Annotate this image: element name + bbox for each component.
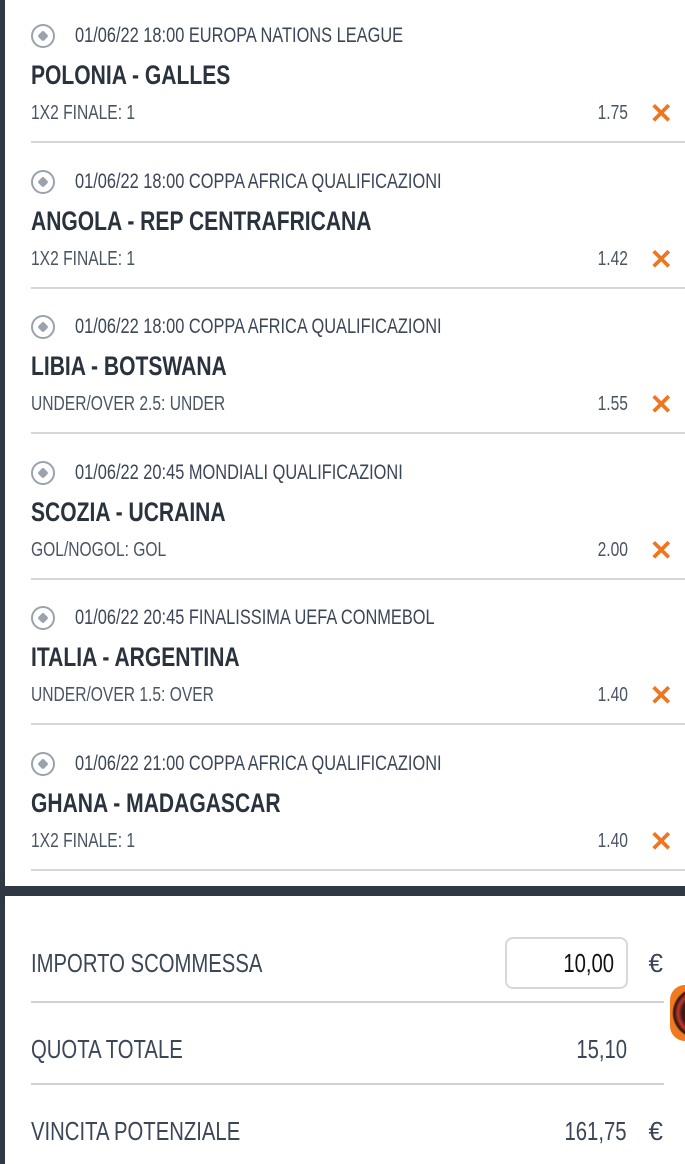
stake-input-value[interactable]: 10,00 xyxy=(563,948,614,978)
bet-header: 01/06/22 20:45 FINALISSIMA UEFA CONMEBOL xyxy=(31,604,536,632)
bet-item: 01/06/22 20:45 FINALISSIMA UEFA CONMEBOL… xyxy=(5,582,685,728)
bet-event-info: 01/06/22 20:45 FINALISSIMA UEFA CONMEBOL xyxy=(75,606,435,630)
bet-match: ANGOLA - REP CENTRAFRICANA xyxy=(31,205,372,236)
left-border xyxy=(0,0,5,1164)
bet-item: 01/06/22 21:00 COPPA AFRICA QUALIFICAZIO… xyxy=(5,728,685,874)
bet-competition: MONDIALI QUALIFICAZIONI xyxy=(188,460,403,484)
bet-datetime: 01/06/22 20:45 xyxy=(75,606,185,629)
bet-market: 1X2 FINALE: 1 xyxy=(31,829,136,852)
divider xyxy=(31,868,685,871)
bet-odd: 1.55 xyxy=(597,393,628,415)
bet-market: 1X2 FINALE: 1 xyxy=(31,247,136,270)
divider xyxy=(31,1001,664,1003)
bet-list: 01/06/22 18:00 EUROPA NATIONS LEAGUE POL… xyxy=(5,0,685,873)
remove-bet-icon[interactable]: ✕ xyxy=(649,534,673,566)
bet-market: 1X2 FINALE: 1 xyxy=(31,102,136,124)
potential-win-label: VINCITA POTENZIALE xyxy=(31,1116,241,1146)
remove-bet-icon[interactable]: ✕ xyxy=(649,98,673,129)
bet-match: GHANA - MADAGASCAR xyxy=(31,787,281,818)
bet-item: 01/06/22 18:00 EUROPA NATIONS LEAGUE POL… xyxy=(5,0,685,146)
bet-datetime: 01/06/22 18:00 xyxy=(75,24,185,47)
bet-event-info: 01/06/22 20:45 MONDIALI QUALIFICAZIONI xyxy=(75,461,403,485)
bet-competition: FINALISSIMA UEFA CONMEBOL xyxy=(188,606,435,629)
bet-item: 01/06/22 18:00 COPPA AFRICA QUALIFICAZIO… xyxy=(5,291,685,437)
bet-header: 01/06/22 18:00 COPPA AFRICA QUALIFICAZIO… xyxy=(31,168,545,196)
bet-header: 01/06/22 18:00 COPPA AFRICA QUALIFICAZIO… xyxy=(31,313,545,341)
soccer-ball-icon xyxy=(31,751,55,776)
divider xyxy=(31,577,685,580)
stake-input[interactable]: 10,00 xyxy=(505,937,628,989)
bet-event-info: 01/06/22 18:00 COPPA AFRICA QUALIFICAZIO… xyxy=(75,315,442,339)
bet-odd: 2.00 xyxy=(597,538,628,561)
remove-bet-icon[interactable]: ✕ xyxy=(649,389,673,420)
bet-item: 01/06/22 20:45 MONDIALI QUALIFICAZIONI S… xyxy=(5,437,685,583)
bet-market: UNDER/OVER 1.5: OVER xyxy=(31,684,214,706)
remove-bet-icon[interactable]: ✕ xyxy=(649,243,673,275)
bet-datetime: 01/06/22 21:00 xyxy=(75,751,185,775)
bet-event-info: 01/06/22 21:00 COPPA AFRICA QUALIFICAZIO… xyxy=(75,752,442,776)
total-odds-value: 15,10 xyxy=(576,1034,627,1064)
roulette-floating-button[interactable] xyxy=(670,985,685,1041)
bet-market: GOL/NOGOL: GOL xyxy=(31,538,167,561)
stake-label: IMPORTO SCOMMESSA xyxy=(31,948,263,978)
soccer-ball-icon xyxy=(31,315,55,339)
bet-event-info: 01/06/22 18:00 EUROPA NATIONS LEAGUE xyxy=(75,24,403,48)
soccer-ball-icon xyxy=(31,169,55,194)
bet-odd: 1.40 xyxy=(597,684,628,706)
bet-match: LIBIA - BOTSWANA xyxy=(31,351,227,381)
bet-match: POLONIA - GALLES xyxy=(31,60,231,90)
bet-datetime: 01/06/22 18:00 xyxy=(75,315,185,338)
remove-bet-icon[interactable]: ✕ xyxy=(649,825,673,857)
bet-header: 01/06/22 18:00 EUROPA NATIONS LEAGUE xyxy=(31,22,496,50)
divider xyxy=(31,141,685,143)
section-divider-bar xyxy=(0,886,685,896)
remove-bet-icon[interactable]: ✕ xyxy=(649,680,673,711)
bet-event-info: 01/06/22 18:00 COPPA AFRICA QUALIFICAZIO… xyxy=(75,170,442,194)
bet-match: ITALIA - ARGENTINA xyxy=(31,642,240,672)
bet-competition: COPPA AFRICA QUALIFICAZIONI xyxy=(188,169,442,193)
divider xyxy=(31,432,685,434)
bet-match: SCOZIA - UCRAINA xyxy=(31,496,226,527)
bet-competition: COPPA AFRICA QUALIFICAZIONI xyxy=(188,751,442,775)
total-odds-label: QUOTA TOTALE xyxy=(31,1034,183,1064)
bet-datetime: 01/06/22 20:45 xyxy=(75,460,185,484)
bet-competition: COPPA AFRICA QUALIFICAZIONI xyxy=(188,315,442,338)
bet-item: 01/06/22 18:00 COPPA AFRICA QUALIFICAZIO… xyxy=(5,146,685,292)
potential-win-currency: € xyxy=(648,1116,663,1146)
bet-odd: 1.42 xyxy=(597,247,628,270)
soccer-ball-icon xyxy=(31,460,55,485)
bet-market: UNDER/OVER 2.5: UNDER xyxy=(31,393,226,415)
bet-odd: 1.75 xyxy=(597,102,628,124)
bet-competition: EUROPA NATIONS LEAGUE xyxy=(188,24,404,47)
divider xyxy=(31,1083,664,1085)
stake-currency: € xyxy=(648,948,663,978)
soccer-ball-icon xyxy=(31,606,55,630)
divider xyxy=(31,286,685,289)
bet-header: 01/06/22 20:45 MONDIALI QUALIFICAZIONI xyxy=(31,459,495,487)
bet-odd: 1.40 xyxy=(597,829,628,852)
divider xyxy=(31,723,685,725)
potential-win-value: 161,75 xyxy=(564,1116,627,1146)
bet-header: 01/06/22 21:00 COPPA AFRICA QUALIFICAZIO… xyxy=(31,750,545,778)
bet-datetime: 01/06/22 18:00 xyxy=(75,169,185,193)
soccer-ball-icon xyxy=(31,24,55,48)
